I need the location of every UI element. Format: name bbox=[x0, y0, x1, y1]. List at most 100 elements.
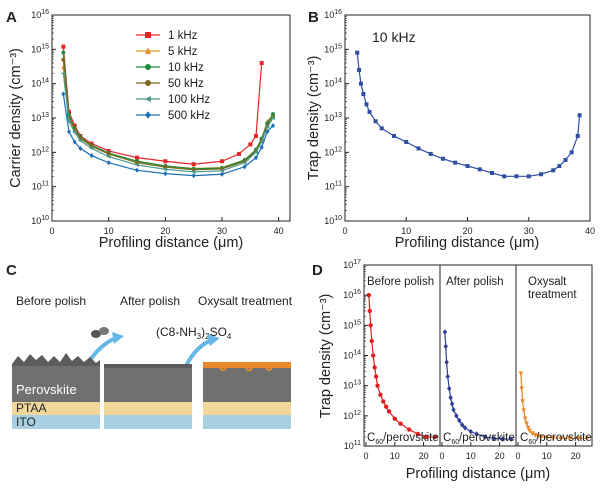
data-point bbox=[368, 323, 373, 328]
x-tick-label: 20 bbox=[419, 451, 429, 461]
data-point bbox=[544, 435, 549, 441]
data-point bbox=[72, 139, 77, 145]
legend-label-0: 1 kHz bbox=[168, 30, 198, 42]
x-tick-label: 10 bbox=[542, 451, 552, 461]
x-tick-label: 30 bbox=[524, 226, 534, 236]
legend-marker-2 bbox=[145, 64, 151, 70]
arrow-polish-head bbox=[112, 332, 124, 344]
data-point bbox=[191, 169, 196, 174]
data-point bbox=[520, 399, 525, 405]
y-tick-label: 1014 bbox=[343, 350, 361, 361]
data-point bbox=[364, 102, 369, 107]
data-point bbox=[265, 129, 270, 135]
series-line-1 bbox=[444, 331, 512, 440]
data-point bbox=[163, 159, 168, 164]
data-point bbox=[271, 123, 275, 129]
panel-d-chart: 1011 1012 1013 1014 1015 1016 1017 0 10 20 0 10 20 0 1… bbox=[318, 259, 593, 482]
data-point bbox=[369, 338, 374, 344]
data-point bbox=[106, 151, 111, 156]
layer-perovskite-label: Perovskite bbox=[16, 382, 77, 397]
data-point bbox=[416, 146, 421, 151]
y-tick-label: 1016 bbox=[343, 289, 361, 300]
data-point bbox=[577, 113, 582, 118]
data-point bbox=[457, 417, 462, 424]
data-point bbox=[539, 172, 543, 177]
data-point bbox=[441, 156, 445, 161]
panel-d-section-oxysalt-2: treatment bbox=[528, 289, 577, 301]
panel-d-xlabel: Profiling distance (μm) bbox=[406, 466, 551, 482]
panel-b-xlabel: Profiling distance (μm) bbox=[395, 235, 540, 251]
data-point bbox=[254, 155, 258, 161]
data-point bbox=[550, 435, 555, 441]
data-point bbox=[386, 409, 392, 414]
data-point bbox=[61, 57, 66, 62]
data-point bbox=[567, 436, 573, 442]
x-tick-label: 40 bbox=[274, 226, 284, 236]
data-point bbox=[264, 124, 270, 129]
data-point bbox=[254, 133, 258, 138]
legend-marker-0 bbox=[145, 32, 151, 38]
legend-label-4: 100 kHz bbox=[168, 94, 210, 106]
data-point bbox=[462, 425, 468, 431]
data-point bbox=[453, 160, 458, 165]
data-point bbox=[355, 50, 360, 55]
y-tick-label: 1015 bbox=[31, 43, 49, 54]
panel-d-section-oxysalt: Oxysalt bbox=[528, 276, 567, 288]
x-tick-label: 10 bbox=[390, 451, 400, 461]
data-point bbox=[584, 436, 590, 442]
data-point bbox=[474, 431, 479, 437]
data-point bbox=[106, 160, 111, 166]
data-point bbox=[242, 164, 247, 170]
data-point bbox=[248, 142, 253, 147]
data-point bbox=[191, 173, 196, 179]
y-tick-label: 1010 bbox=[324, 215, 342, 226]
x-tick-label: 20 bbox=[571, 451, 581, 461]
panel-a-legend: 1 kHz 5 kHz 10 kHz 50 kHz 100 kHz 500 kHz bbox=[136, 30, 210, 122]
x-tick-label: 0 bbox=[439, 451, 444, 461]
data-point bbox=[72, 130, 77, 135]
data-point bbox=[163, 171, 168, 177]
data-point bbox=[259, 144, 264, 150]
panel-b-annotation: 10 kHz bbox=[372, 29, 416, 45]
data-point bbox=[447, 385, 452, 392]
y-tick-label: 1015 bbox=[343, 319, 361, 330]
data-point bbox=[477, 167, 482, 172]
data-point bbox=[259, 60, 264, 65]
panel-c-schematic: Before polish After polish Oxysalt treat… bbox=[12, 294, 293, 429]
x-tick-label: 0 bbox=[515, 451, 520, 461]
data-point bbox=[459, 422, 465, 428]
x-tick-label: 20 bbox=[160, 226, 170, 236]
data-point bbox=[563, 157, 568, 162]
arrow-treatment-head bbox=[207, 334, 220, 346]
step-after-polish: After polish bbox=[120, 294, 180, 308]
y-tick-label: 1012 bbox=[31, 146, 49, 157]
data-point bbox=[237, 151, 241, 156]
data-point bbox=[366, 292, 372, 298]
y-tick-label: 1013 bbox=[343, 380, 361, 391]
y-tick-label: 1014 bbox=[324, 78, 342, 89]
data-point bbox=[358, 81, 363, 86]
data-point bbox=[135, 155, 139, 160]
data-point bbox=[451, 406, 456, 413]
data-point bbox=[220, 159, 224, 164]
data-point bbox=[557, 163, 562, 168]
y-tick-label: 1016 bbox=[31, 9, 49, 20]
legend-label-1: 5 kHz bbox=[168, 46, 198, 58]
data-point bbox=[220, 171, 224, 177]
data-point bbox=[518, 371, 524, 377]
data-point bbox=[106, 148, 111, 153]
data-point bbox=[242, 160, 247, 165]
legend-marker-3 bbox=[145, 80, 151, 86]
panel-d-section-after: After polish bbox=[446, 276, 504, 288]
data-point bbox=[525, 425, 531, 431]
data-point bbox=[527, 428, 532, 434]
data-point bbox=[61, 44, 66, 49]
data-point bbox=[383, 404, 389, 409]
panel-a-xlabel: Profiling distance (μm) bbox=[99, 235, 244, 251]
data-point bbox=[490, 171, 494, 176]
step-oxysalt: Oxysalt treatment bbox=[198, 294, 293, 308]
polishing-pad-icon bbox=[91, 327, 109, 338]
data-point bbox=[379, 126, 384, 131]
data-point bbox=[270, 116, 275, 120]
data-point bbox=[415, 431, 421, 437]
